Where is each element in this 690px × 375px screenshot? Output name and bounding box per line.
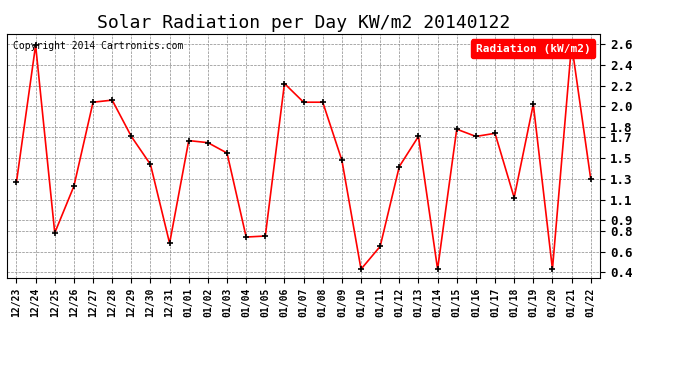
- Legend: Radiation (kW/m2): Radiation (kW/m2): [471, 39, 595, 58]
- Text: Copyright 2014 Cartronics.com: Copyright 2014 Cartronics.com: [13, 41, 184, 51]
- Title: Solar Radiation per Day KW/m2 20140122: Solar Radiation per Day KW/m2 20140122: [97, 14, 510, 32]
